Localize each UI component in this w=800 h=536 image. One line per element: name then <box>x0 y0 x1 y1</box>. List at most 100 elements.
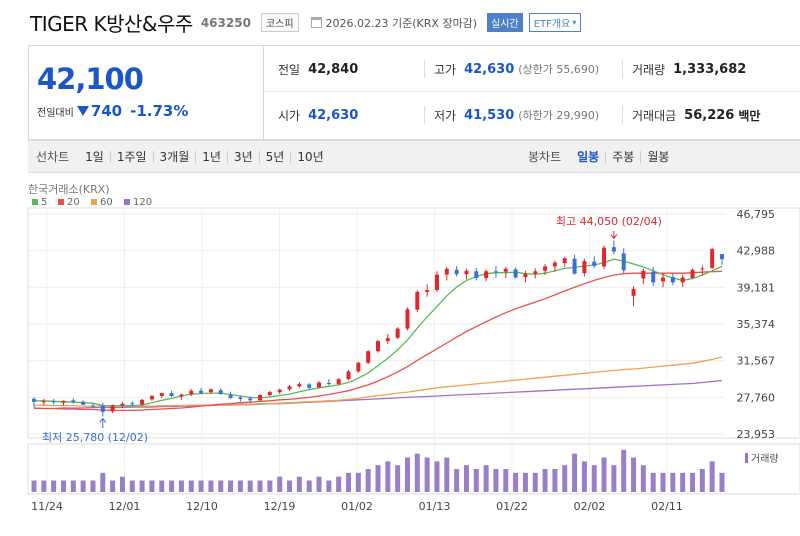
volume-bar <box>375 465 381 492</box>
candle-body <box>543 266 548 271</box>
volume-bar <box>650 472 656 492</box>
prev-close-value: 42,840 <box>308 61 359 77</box>
candle-body <box>415 291 420 310</box>
price-summary: 42,100 전일대비 740 -1.73% 전일 42,840 고가 42,6… <box>28 45 800 140</box>
ma-legend-label-120: 120 <box>133 197 152 208</box>
volume-bar <box>70 480 76 492</box>
candle-body <box>41 401 46 403</box>
period-5y[interactable]: 5년 <box>258 150 291 163</box>
candles <box>32 240 724 417</box>
low-price: 저가 41,530 (하한가 29,990) <box>434 92 599 138</box>
volume-bar <box>404 457 410 492</box>
candle-body <box>572 258 577 274</box>
volume-bar <box>532 472 538 492</box>
volume-bar <box>296 476 302 492</box>
volume-bar <box>414 453 420 492</box>
candle-body <box>651 271 656 283</box>
period-3m[interactable]: 3개월 <box>152 150 196 163</box>
candle-body <box>454 269 459 275</box>
candle-body <box>533 271 538 274</box>
candle-body <box>169 393 174 396</box>
candle-body <box>248 398 253 401</box>
volume-bar <box>247 480 253 492</box>
x-tick-label: 02/11 <box>651 500 683 513</box>
volume-bar <box>385 461 391 492</box>
candle-body <box>670 277 675 283</box>
min-arrow-icon <box>99 417 107 428</box>
volume-bar <box>434 461 440 492</box>
etf-overview-button[interactable]: ETF개요 ▾ <box>528 13 582 32</box>
volume-bar <box>709 461 715 492</box>
divider <box>622 60 623 78</box>
volume-bar <box>542 469 548 492</box>
extreme-annotations: 최고 44,050 (02/04) 최저 25,780 (12/02) <box>42 215 662 444</box>
open-label: 시가 <box>278 108 301 123</box>
volume-bar <box>424 457 430 492</box>
candle-body <box>120 403 125 406</box>
volume-bar <box>670 472 676 492</box>
period-10y[interactable]: 10년 <box>290 150 329 163</box>
ma120-line <box>34 379 723 410</box>
price-plot-frame <box>27 207 800 439</box>
candle-body <box>356 362 361 372</box>
period-3y[interactable]: 3년 <box>226 150 259 163</box>
volume-bar <box>601 457 607 492</box>
volume-bar <box>572 453 578 492</box>
candle-body <box>346 371 351 380</box>
period-1d[interactable]: 1일 <box>85 149 104 164</box>
volume-bar <box>690 472 696 492</box>
candle-body <box>405 309 410 329</box>
stock-header: TIGER K방산&우주 463250 코스피 2026.02.23 기준(KR… <box>0 0 800 45</box>
volume-bar <box>257 480 263 492</box>
period-1y[interactable]: 1년 <box>195 150 227 163</box>
candle-body <box>602 247 607 267</box>
ma-legend-label-60: 60 <box>100 197 113 208</box>
candle-body <box>582 261 587 274</box>
candle-chart-label: 봉차트 <box>528 150 562 164</box>
volume-bar <box>660 472 666 492</box>
candle-daily[interactable]: 일봉 <box>577 149 600 164</box>
candle-body <box>484 271 489 279</box>
period-1w[interactable]: 1주일 <box>109 150 153 163</box>
volume-bar <box>346 472 352 492</box>
volume-bar <box>680 472 686 492</box>
y-axis-labels: 46,795 42,988 39,181 35,374 31,567 27,760 23,9… <box>737 208 776 441</box>
change-amount: 740 <box>90 102 123 120</box>
x-tick-label: 01/02 <box>341 500 373 513</box>
volume-bar <box>60 480 66 492</box>
candle-body <box>179 394 184 397</box>
candle-weekly[interactable]: 주봉 <box>605 150 640 163</box>
realtime-button[interactable]: 실시간 <box>487 13 523 32</box>
stock-code: 463250 <box>200 15 251 30</box>
high-price: 고가 42,630 (상한가 55,690) <box>434 46 599 92</box>
volume-bar <box>355 472 361 492</box>
line-chart-group: 선차트 1일 1주일 3개월 1년 3년 5년 10년 <box>36 148 330 165</box>
y-tick-label: 23,953 <box>737 428 776 441</box>
candle-body <box>444 268 449 275</box>
candlestick-chart[interactable]: 한국거래소(KRX) 5 20 60 120 46,795 42,988 39,181 35… <box>0 178 800 536</box>
volume-bar <box>316 476 322 492</box>
volume-bar <box>100 472 106 492</box>
stock-name: TIGER K방산&우주 <box>30 12 193 36</box>
volume-bar <box>581 461 587 492</box>
candle-body <box>376 341 380 352</box>
volume-value: 1,333,682 <box>673 61 747 77</box>
volume-bar <box>237 480 243 492</box>
candle-body <box>32 398 36 402</box>
volume-bar <box>719 472 725 492</box>
candle-body <box>317 382 322 388</box>
candle-body <box>621 253 626 271</box>
volume-bar <box>522 472 528 492</box>
current-price: 42,100 <box>37 62 144 96</box>
candle-body <box>51 401 56 403</box>
candle-body <box>100 405 105 412</box>
candle-monthly[interactable]: 월봉 <box>640 150 675 163</box>
volume-bar <box>129 480 135 492</box>
x-tick-label: 02/02 <box>574 500 606 513</box>
max-arrow-icon <box>610 231 618 240</box>
grid-lines <box>28 208 725 494</box>
candle-body <box>307 384 312 388</box>
candle-body <box>90 405 95 407</box>
x-tick-label: 12/19 <box>264 500 296 513</box>
volume-bar <box>80 480 86 492</box>
